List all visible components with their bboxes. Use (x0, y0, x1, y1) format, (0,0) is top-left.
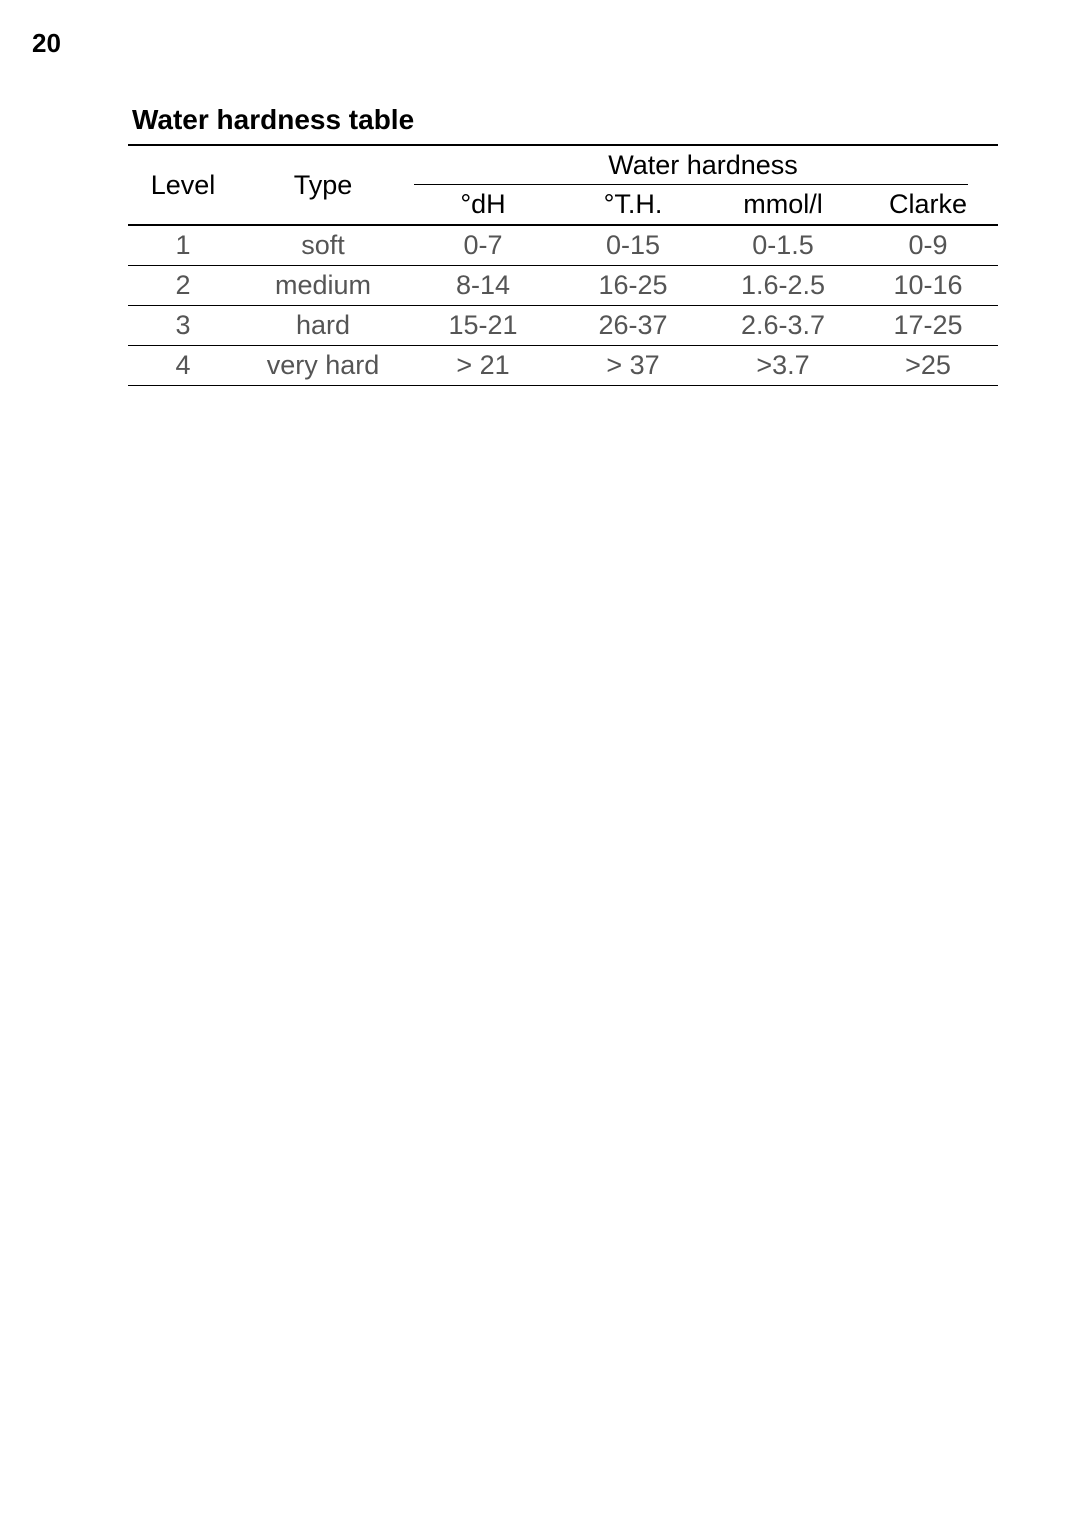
cell-clarke: >25 (858, 346, 998, 386)
cell-level: 2 (128, 266, 238, 306)
cell-level: 4 (128, 346, 238, 386)
header-clarke: Clarke (858, 185, 998, 225)
cell-type: soft (238, 225, 408, 266)
page-number: 20 (32, 28, 61, 59)
section-title: Water hardness table (132, 104, 998, 136)
cell-level: 3 (128, 306, 238, 346)
cell-mmol: 1.6-2.5 (708, 266, 858, 306)
cell-dh: 8-14 (408, 266, 558, 306)
cell-mmol: 0-1.5 (708, 225, 858, 266)
header-level: Level (128, 145, 238, 225)
cell-mmol: 2.6-3.7 (708, 306, 858, 346)
cell-th: 26-37 (558, 306, 708, 346)
header-type: Type (238, 145, 408, 225)
cell-th: 16-25 (558, 266, 708, 306)
cell-clarke: 0-9 (858, 225, 998, 266)
header-mmol: mmol/l (708, 185, 858, 225)
table-row: 4 very hard > 21 > 37 >3.7 >25 (128, 346, 998, 386)
cell-type: medium (238, 266, 408, 306)
cell-th: 0-15 (558, 225, 708, 266)
cell-type: very hard (238, 346, 408, 386)
cell-type: hard (238, 306, 408, 346)
page: 20 Water hardness table Level Type Water… (0, 0, 1080, 1529)
cell-dh: 0-7 (408, 225, 558, 266)
content-area: Water hardness table Level Type Water ha… (128, 104, 998, 386)
cell-level: 1 (128, 225, 238, 266)
table-header-row-1: Level Type Water hardness (128, 145, 998, 185)
header-dh: °dH (408, 185, 558, 225)
cell-th: > 37 (558, 346, 708, 386)
cell-dh: > 21 (408, 346, 558, 386)
header-th: °T.H. (558, 185, 708, 225)
table-row: 1 soft 0-7 0-15 0-1.5 0-9 (128, 225, 998, 266)
header-group: Water hardness (408, 145, 998, 185)
cell-clarke: 10-16 (858, 266, 998, 306)
water-hardness-table: Level Type Water hardness °dH °T.H. mmol… (128, 144, 998, 386)
cell-dh: 15-21 (408, 306, 558, 346)
table-row: 2 medium 8-14 16-25 1.6-2.5 10-16 (128, 266, 998, 306)
cell-clarke: 17-25 (858, 306, 998, 346)
cell-mmol: >3.7 (708, 346, 858, 386)
table-row: 3 hard 15-21 26-37 2.6-3.7 17-25 (128, 306, 998, 346)
